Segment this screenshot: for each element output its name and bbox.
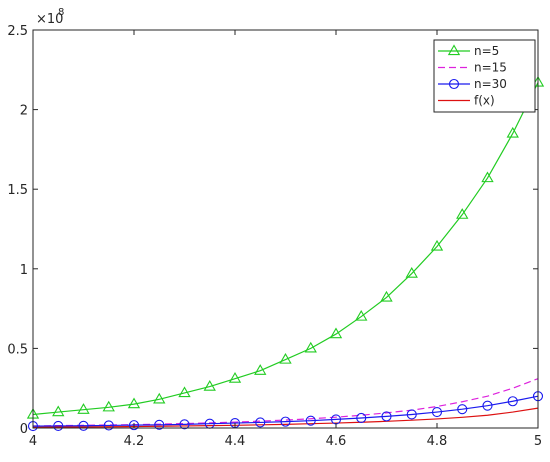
series-0-point	[254, 364, 267, 375]
legend-marker	[448, 78, 460, 90]
axes-box	[32, 29, 539, 429]
x-tick-label: 4	[29, 434, 37, 449]
legend-label: n=15	[474, 61, 507, 75]
series-line-0	[32, 82, 539, 416]
series-0-point	[127, 397, 141, 409]
x-tick-label: 4.6	[326, 434, 347, 449]
y-tick-label: 0.5	[7, 342, 28, 357]
series-2-point	[255, 417, 266, 428]
series-0-point	[52, 405, 65, 417]
series-2-point	[103, 420, 114, 431]
series-0-point	[304, 341, 317, 353]
series-0-point	[380, 290, 393, 302]
series-0-point	[506, 126, 519, 138]
legend-label: f(x)	[474, 94, 495, 108]
series-2-point	[406, 409, 417, 420]
series-0-point	[456, 208, 469, 219]
series-0-point	[77, 403, 90, 414]
legend-marker	[447, 44, 461, 56]
y-tick-label: 2.5	[7, 24, 28, 39]
legend: n=5 n=15 n=30 f(x)	[433, 39, 536, 113]
series-2-point	[381, 411, 392, 422]
ticks-layer: 4 4.2 4.4 4.6 4.8 5 0 0.5 1 1.5 2 2.5	[7, 24, 542, 449]
series-2-point	[128, 420, 140, 431]
y-tick-label: 1	[20, 263, 28, 278]
y-exponent-label: ×10 8	[36, 7, 64, 27]
series-layer	[26, 75, 545, 432]
series-2-point	[482, 400, 493, 411]
x-tick-label: 5	[534, 434, 542, 449]
y-tick-label: 2	[20, 104, 28, 119]
series-line-2	[32, 395, 539, 427]
series-2-point	[78, 420, 89, 431]
series-0-point	[102, 400, 115, 412]
series-0-point	[430, 239, 444, 251]
series-0-point	[405, 266, 418, 278]
y-exponent-power: 8	[58, 7, 64, 18]
series-0-point	[279, 352, 292, 364]
series-line-1	[32, 378, 539, 427]
series-0-point	[153, 392, 166, 404]
series-0-point	[355, 309, 368, 321]
series-0-point	[203, 380, 216, 391]
series-2-point	[305, 415, 316, 426]
x-tick-label: 4.8	[427, 434, 448, 449]
series-0-point	[329, 327, 343, 339]
series-2-point	[280, 416, 291, 427]
series-0-point	[228, 372, 242, 383]
series-0-point	[481, 171, 494, 183]
series-line-3	[32, 407, 539, 428]
y-exponent-base: ×10	[36, 12, 63, 27]
legend-label: n=5	[474, 44, 499, 58]
series-0-point	[178, 386, 191, 398]
series-2-point	[53, 420, 64, 431]
y-tick-label: 0	[20, 422, 28, 437]
series-2-point	[507, 396, 518, 407]
series-2-point	[154, 419, 165, 430]
x-tick-label: 4.2	[124, 434, 145, 449]
x-tick-label: 4.4	[225, 434, 246, 449]
series-2-point	[179, 419, 190, 430]
series-2-point	[356, 412, 367, 424]
series-2-point	[431, 407, 443, 418]
series-2-point	[457, 404, 468, 415]
legend-label: n=30	[474, 77, 507, 91]
y-tick-label: 1.5	[7, 183, 28, 198]
